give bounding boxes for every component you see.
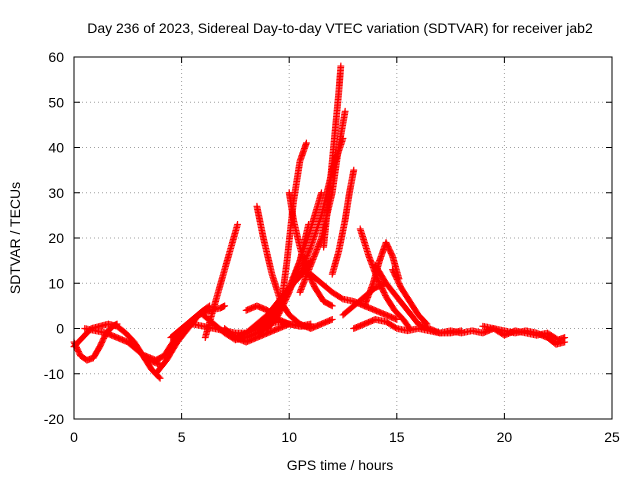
x-tick-label: 5	[178, 429, 186, 445]
x-tick-labels: 0 5 10 15 20 25	[70, 429, 620, 445]
y-tick-label: 10	[48, 275, 64, 291]
data-series-track-16	[277, 139, 310, 314]
data-point	[234, 221, 241, 228]
y-tick-labels: -20 -10 0 10 20 30 40 50 60	[44, 49, 64, 427]
data-point	[328, 302, 336, 310]
data-series-track-3	[81, 325, 164, 369]
y-tick-label: -20	[44, 411, 64, 427]
data-series-track-7	[201, 221, 241, 341]
axis-ticks	[73, 56, 613, 420]
x-axis-label: GPS time / hours	[287, 457, 394, 473]
y-axis-label: SDTVAR / TECUs	[7, 182, 23, 294]
data-point	[156, 374, 164, 382]
y-tick-label: 30	[48, 185, 64, 201]
data-point	[328, 316, 336, 323]
y-tick-label: 0	[56, 321, 64, 337]
data-point	[561, 338, 569, 346]
data-point	[327, 301, 335, 309]
data-point	[393, 316, 401, 323]
x-tick-label: 10	[281, 429, 297, 445]
x-tick-label: 15	[389, 429, 405, 445]
data-series-track-12	[253, 202, 336, 332]
data-point	[303, 139, 310, 147]
data-series-track-19	[320, 62, 345, 251]
data-series-track-21	[328, 166, 358, 278]
x-tick-label: 0	[70, 429, 78, 445]
data-series-track-28	[479, 322, 569, 348]
data-point	[318, 189, 325, 197]
y-tick-label: 40	[48, 140, 64, 156]
data-series-track-5	[152, 302, 229, 378]
data-point	[221, 302, 229, 310]
y-tick-label: 60	[48, 49, 64, 65]
data-point	[341, 107, 349, 115]
data-point	[305, 221, 312, 228]
x-tick-label: 20	[497, 429, 513, 445]
data-point	[285, 290, 292, 298]
data-point	[337, 62, 345, 70]
data-series-track-17	[285, 189, 336, 310]
chart-title: Day 236 of 2023, Sidereal Day-to-day VTE…	[87, 20, 593, 36]
y-tick-label: 20	[48, 230, 64, 246]
data-point	[350, 166, 358, 174]
data-point	[422, 319, 430, 327]
data-point	[392, 324, 399, 332]
data-point	[155, 373, 163, 381]
data-marks	[70, 62, 569, 382]
y-tick-label: -10	[44, 366, 64, 382]
x-tick-label: 25	[604, 429, 620, 445]
data-point	[423, 320, 431, 328]
y-tick-label: 50	[48, 94, 64, 110]
data-point	[338, 294, 346, 302]
data-series-track-26	[389, 266, 431, 328]
